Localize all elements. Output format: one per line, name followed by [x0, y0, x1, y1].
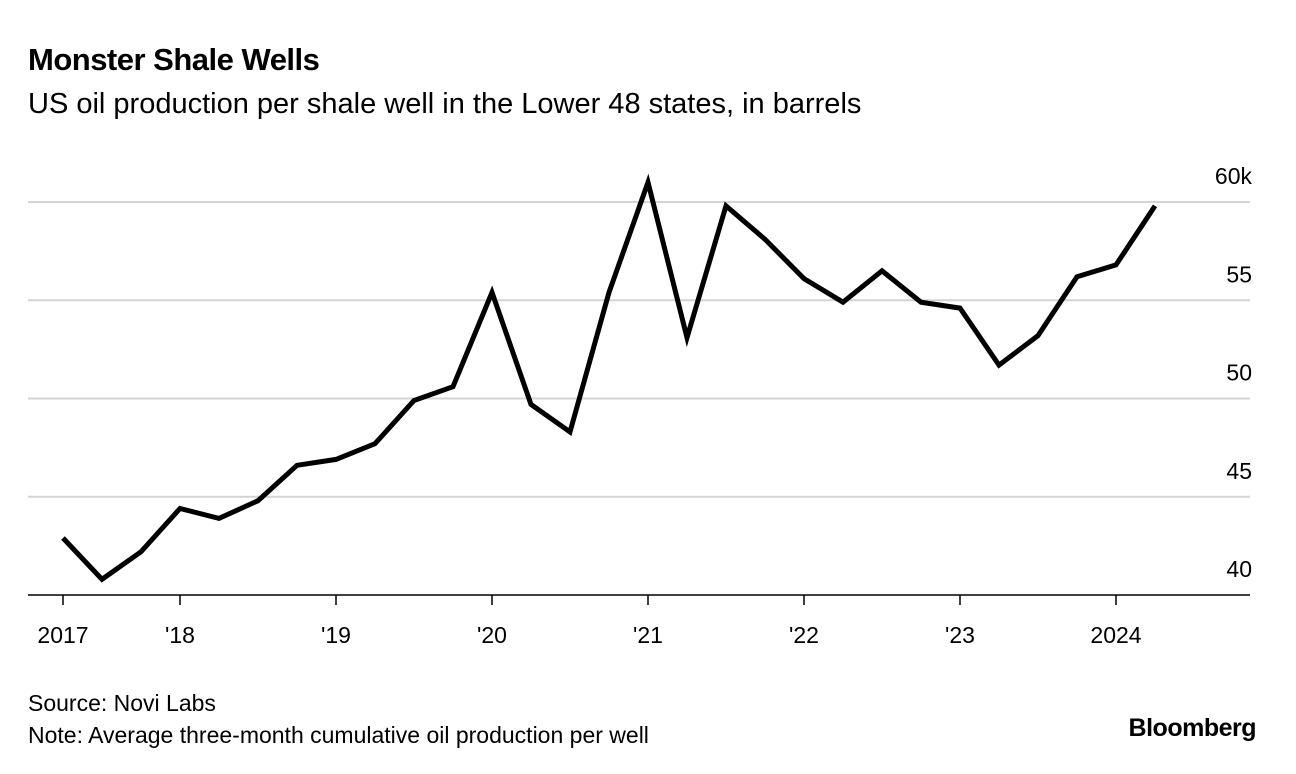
y-tick-label: 60k: [1215, 163, 1253, 189]
chart-title: Monster Shale Wells: [28, 42, 320, 77]
x-tick-label: '20: [477, 622, 507, 648]
series-line: [61, 173, 1158, 583]
y-tick-label: 40: [1226, 556, 1252, 582]
footnote: Note: Average three-month cumulative oil…: [28, 722, 649, 748]
x-tick-label: 2024: [1090, 622, 1141, 648]
y-tick-label: 50: [1226, 360, 1252, 386]
chart-subtitle: US oil production per shale well in the …: [28, 88, 862, 120]
source-note: Source: Novi Labs: [28, 690, 216, 716]
x-tick-label: '19: [321, 622, 351, 648]
x-tick-label: '23: [945, 622, 975, 648]
bloomberg-logo: Bloomberg: [1128, 714, 1257, 742]
x-tick-label: '22: [789, 622, 819, 648]
y-tick-label: 55: [1226, 261, 1252, 287]
y-tick-label: 45: [1226, 458, 1252, 484]
x-tick-label: 2017: [37, 622, 88, 648]
x-tick-label: '18: [165, 622, 195, 648]
x-tick-label: '21: [633, 622, 663, 648]
line-chart: 60k 55 50 45 40 2017 '18 '19 '20 '21 '22 '23 2024: [28, 163, 1253, 648]
